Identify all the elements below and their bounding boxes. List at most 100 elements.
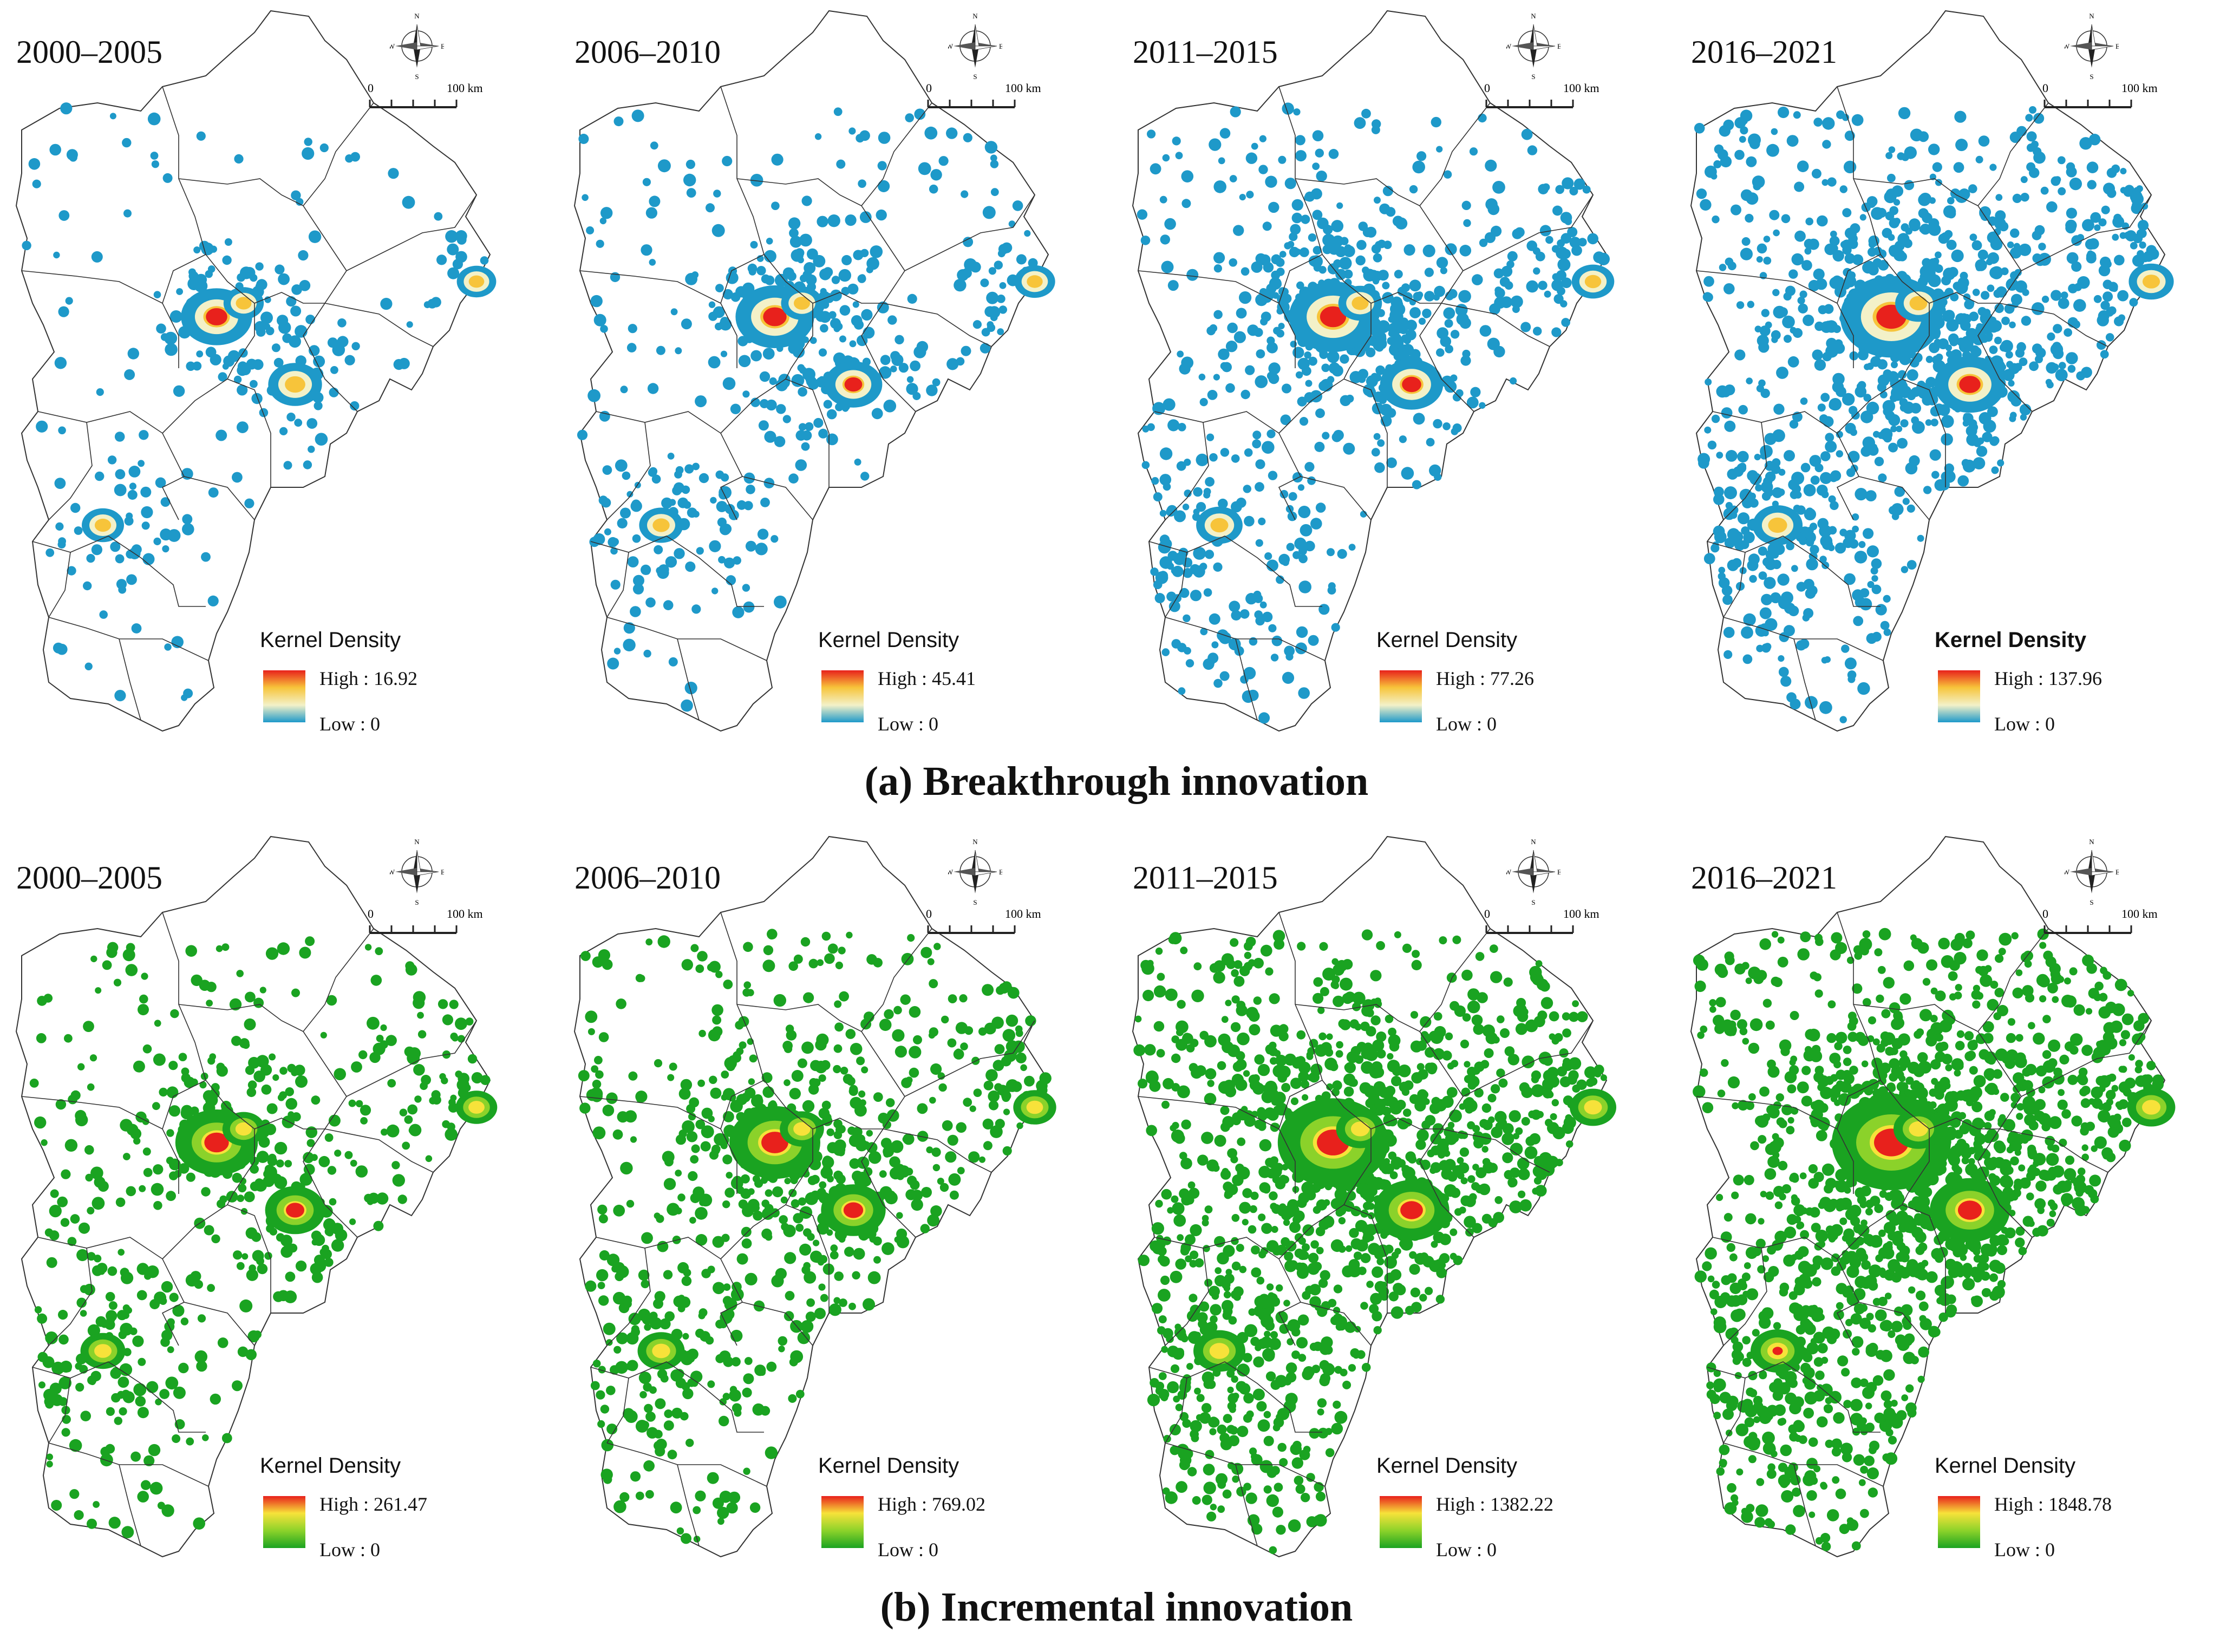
density-point — [146, 1381, 159, 1393]
density-point — [709, 540, 721, 552]
density-point — [818, 1074, 826, 1082]
density-point — [2052, 342, 2061, 351]
density-point — [1868, 240, 1876, 249]
compass-w-label: W — [948, 42, 954, 50]
density-point — [1275, 1179, 1286, 1190]
density-point — [1199, 398, 1208, 407]
density-point — [324, 1258, 334, 1267]
density-point — [1526, 240, 1537, 251]
density-point — [900, 994, 911, 1005]
density-point — [1255, 459, 1265, 469]
density-point — [1287, 1338, 1294, 1346]
density-point — [1373, 1326, 1382, 1335]
density-point — [2033, 147, 2042, 156]
density-point — [447, 267, 460, 279]
density-point — [1450, 1228, 1458, 1236]
density-point — [1338, 1019, 1348, 1029]
density-point — [251, 393, 263, 404]
density-point — [759, 1369, 766, 1376]
density-point — [1987, 231, 1999, 244]
density-point — [831, 276, 840, 284]
density-point — [1889, 246, 1901, 257]
density-point — [311, 1154, 318, 1161]
density-point — [608, 537, 618, 547]
density-point — [1385, 1015, 1394, 1023]
density-point — [602, 465, 612, 475]
density-point — [169, 1292, 179, 1302]
density-point — [278, 273, 290, 285]
legend-title: Kernel Density — [260, 628, 401, 652]
density-point — [1761, 492, 1771, 501]
density-point — [1317, 1408, 1324, 1416]
density-point — [1306, 1473, 1315, 1482]
city-boundary — [736, 1004, 916, 1238]
density-point — [34, 1116, 47, 1129]
density-point — [449, 1000, 459, 1009]
density-point — [1369, 1304, 1379, 1314]
density-point — [2071, 261, 2082, 272]
density-point — [1772, 429, 1785, 442]
density-point — [1813, 268, 1825, 280]
density-point — [1316, 171, 1327, 182]
city-boundary — [763, 1080, 813, 1205]
density-point — [852, 1271, 860, 1279]
density-point — [1533, 1155, 1545, 1167]
density-point — [350, 1159, 357, 1167]
density-point — [1308, 356, 1317, 366]
density-point — [126, 574, 137, 585]
density-point — [600, 207, 613, 219]
density-point — [711, 587, 719, 595]
city-boundary — [254, 292, 325, 304]
density-point — [1458, 290, 1471, 303]
density-point — [1460, 1195, 1472, 1206]
density-point — [1161, 648, 1170, 656]
density-point — [587, 389, 600, 402]
density-point — [1166, 505, 1178, 516]
density-point — [291, 988, 300, 997]
density-point — [1833, 325, 1841, 334]
density-point — [2010, 228, 2020, 238]
density-point — [681, 318, 692, 330]
density-point — [595, 1070, 604, 1079]
legend-title: Kernel Density — [1935, 628, 2087, 652]
density-point — [1289, 232, 1298, 241]
density-point — [997, 328, 1004, 335]
density-point — [261, 1084, 272, 1095]
density-hotspot — [1584, 275, 1602, 289]
density-point — [1758, 546, 1767, 556]
city-boundary — [1880, 254, 1930, 380]
density-point — [2016, 342, 2026, 351]
density-point — [1494, 1196, 1503, 1204]
density-point — [641, 1421, 649, 1429]
density-point — [1283, 1400, 1296, 1413]
density-point — [1177, 1390, 1187, 1400]
density-point — [1376, 1049, 1386, 1059]
region-map — [573, 10, 1055, 732]
density-point — [32, 179, 41, 188]
density-point — [1739, 567, 1747, 574]
density-point — [681, 1533, 691, 1544]
density-point — [1319, 942, 1328, 951]
density-point — [1925, 377, 1936, 388]
density-point — [1852, 525, 1859, 533]
compass-s-label: S — [415, 73, 419, 81]
density-point — [938, 156, 949, 166]
density-point — [884, 1009, 894, 1020]
density-point — [813, 417, 824, 428]
density-point — [75, 1382, 84, 1392]
density-point — [249, 1264, 256, 1272]
density-point — [798, 1197, 807, 1206]
density-point — [1989, 266, 2002, 279]
density-point — [2032, 343, 2042, 354]
density-point — [1400, 1238, 1413, 1251]
density-point — [892, 1029, 905, 1042]
density-point — [927, 1214, 939, 1227]
density-point — [1746, 192, 1759, 205]
density-point — [1331, 1422, 1343, 1435]
density-point — [1885, 152, 1893, 159]
density-point — [1177, 1085, 1190, 1099]
density-point — [1445, 1032, 1453, 1041]
density-point — [577, 429, 588, 440]
